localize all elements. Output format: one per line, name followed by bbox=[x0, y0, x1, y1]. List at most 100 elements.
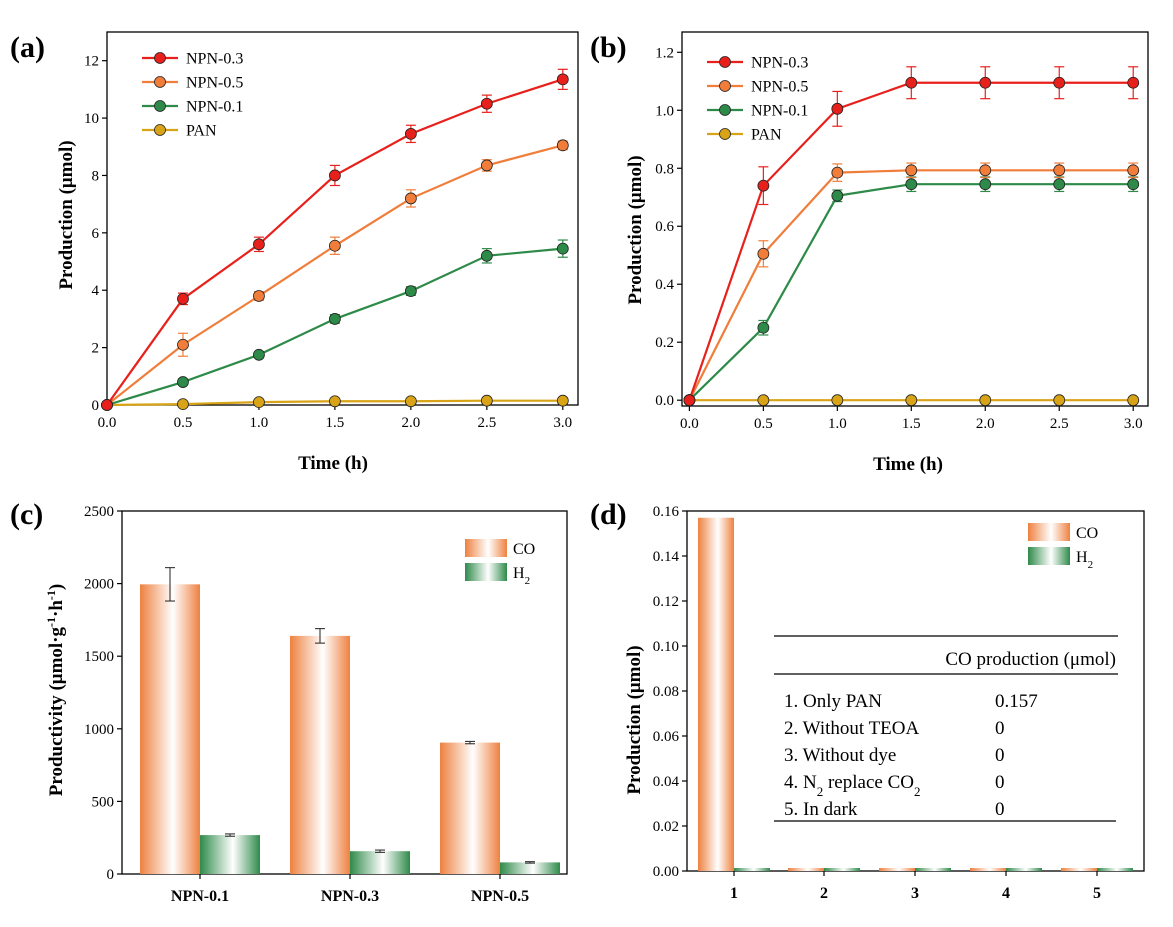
panel-b-legend-label: NPN-0.5 bbox=[751, 79, 808, 96]
panel-a-legend-marker bbox=[154, 76, 166, 88]
panel-b-point bbox=[831, 189, 844, 202]
panel-a-xtick-label: 1.0 bbox=[250, 415, 269, 431]
panel-b-point bbox=[683, 394, 696, 407]
panel-c-category-label: NPN-0.5 bbox=[471, 888, 529, 905]
panel-c-label: (c) bbox=[10, 498, 43, 531]
panel-b-point bbox=[905, 76, 918, 89]
panel-b-legend-marker bbox=[719, 80, 731, 92]
panel-d-category-label: 1 bbox=[730, 885, 738, 902]
panel-a-point bbox=[404, 285, 417, 297]
panel-d-legend-swatch bbox=[1028, 523, 1070, 541]
panel-b-point bbox=[1053, 394, 1066, 407]
panel-b-xtick-label: 1.5 bbox=[902, 416, 921, 432]
table-row-value: 0 bbox=[995, 718, 1005, 739]
panel-b-point bbox=[979, 76, 992, 89]
panel-a-point bbox=[329, 395, 341, 408]
panel-d-legend-swatch bbox=[1028, 547, 1070, 565]
panel-c-ytick-label: 1500 bbox=[84, 649, 114, 665]
panel-a-point bbox=[253, 396, 265, 409]
panel-a-point bbox=[329, 239, 341, 252]
panel-b-label: (b) bbox=[590, 31, 627, 64]
panel-c-legend-swatch bbox=[465, 563, 507, 581]
panel-a-legend-label: NPN-0.5 bbox=[186, 75, 243, 92]
panel-d-label: (d) bbox=[590, 498, 627, 531]
panel-d-ytick-label: 0.02 bbox=[653, 819, 679, 835]
panel-d-ytick-label: 0.06 bbox=[653, 729, 680, 745]
panel-b-ytick-label: 0.6 bbox=[655, 219, 674, 235]
panel-a-xtick-label: 2.5 bbox=[477, 415, 496, 431]
panel-d-ytick-label: 0.08 bbox=[653, 684, 679, 700]
panel-c-bar-co bbox=[440, 742, 500, 874]
panel-c-bar-co bbox=[140, 584, 200, 874]
panel-a-point bbox=[556, 73, 569, 86]
table-row-value: 0.157 bbox=[995, 691, 1038, 712]
panel-b-point bbox=[757, 179, 770, 192]
panel-b-point bbox=[905, 164, 918, 177]
panel-a-legend-label: PAN bbox=[186, 123, 217, 140]
panel-c-ylabel: Productivity (μmol·g-1·h-1) bbox=[44, 584, 67, 797]
panel-a-point bbox=[556, 242, 569, 255]
panel-b-point bbox=[905, 394, 918, 407]
panel-c-ytick-label: 500 bbox=[92, 794, 115, 810]
panel-a-point bbox=[177, 376, 189, 388]
panel-c-ytick-label: 1000 bbox=[84, 722, 114, 738]
panel-b-xtick-label: 2.0 bbox=[976, 416, 995, 432]
panel-b-xtick-label: 0.5 bbox=[754, 416, 773, 432]
panel-a: (a) Production (μmol) Time (h) 0 2 4 6 8 10 12… bbox=[10, 31, 579, 474]
panel-b-point bbox=[1127, 394, 1140, 407]
panel-a-point bbox=[329, 313, 341, 325]
panel-b-point bbox=[1053, 164, 1066, 177]
panel-b-xtick-label: 2.5 bbox=[1050, 416, 1069, 432]
panel-b-legend-marker bbox=[719, 128, 731, 140]
panel-a-xtick-label: 3.0 bbox=[553, 415, 572, 431]
panel-b-point bbox=[1127, 76, 1140, 89]
panel-a-legend-label: NPN-0.1 bbox=[186, 99, 243, 116]
panel-b-legend-marker bbox=[719, 104, 731, 116]
panel-a-point bbox=[404, 192, 417, 205]
panel-d-category-label: 5 bbox=[1093, 885, 1101, 902]
table-row-value: 0 bbox=[995, 772, 1005, 793]
panel-b-point bbox=[831, 102, 844, 115]
panel-d-bar-h2 bbox=[1006, 868, 1042, 871]
panel-c-ytick-label: 2500 bbox=[84, 504, 114, 520]
panel-a-label: (a) bbox=[10, 31, 45, 64]
panel-c-ytick-label: 2000 bbox=[84, 577, 114, 593]
panel-d-ylabel: Production (μmol) bbox=[624, 645, 645, 794]
panel-a-ytick-label: 2 bbox=[92, 341, 100, 357]
panel-c-bar-co bbox=[290, 635, 350, 874]
panel-b-xtick-label: 3.0 bbox=[1124, 416, 1143, 432]
panel-b-point bbox=[757, 247, 770, 260]
panel-d-category-label: 4 bbox=[1002, 885, 1010, 902]
panel-b-point bbox=[979, 394, 992, 407]
panel-b-ytick-label: 0.4 bbox=[655, 277, 674, 293]
panel-a-point bbox=[480, 394, 493, 407]
table-row-label: 5. In dark bbox=[784, 799, 858, 820]
panel-a-point bbox=[253, 238, 265, 251]
panel-d-ytick-label: 0.00 bbox=[653, 864, 679, 880]
panel-d-bar-h2 bbox=[1097, 868, 1133, 871]
panel-c-bar-h2 bbox=[350, 851, 410, 874]
table-row-label: 4. N2 replace CO2 bbox=[784, 772, 920, 799]
panel-a-point bbox=[556, 394, 569, 407]
panel-c-category-label: NPN-0.1 bbox=[171, 888, 229, 905]
panel-d-bar-co bbox=[970, 868, 1006, 871]
panel-a-legend-marker bbox=[154, 52, 166, 64]
panel-b-ytick-label: 0.0 bbox=[655, 393, 674, 409]
table-row-label: 2. Without TEOA bbox=[784, 718, 920, 739]
panel-b-point bbox=[1127, 178, 1140, 191]
table-row-value: 0 bbox=[995, 745, 1005, 766]
panel-a-ylabel: Production (μmol) bbox=[56, 140, 77, 289]
panel-d-ytick-label: 0.04 bbox=[653, 774, 680, 790]
panel-a-point bbox=[177, 338, 189, 351]
panel-a-point bbox=[177, 292, 189, 305]
table-row-label: 3. Without dye bbox=[784, 745, 896, 766]
panel-b-ytick-label: 0.2 bbox=[655, 335, 674, 351]
panel-a-series-line bbox=[106, 247, 563, 407]
panel-a-point bbox=[329, 169, 341, 182]
panel-a-xlabel: Time (h) bbox=[298, 453, 368, 474]
panel-c-bar-h2 bbox=[500, 862, 560, 874]
panel-d-bar-co bbox=[879, 868, 915, 871]
panel-a-ytick-label: 12 bbox=[84, 54, 99, 70]
panel-d: (d) Production (μmol) 0.00 0.02 0.04 0.06 0.… bbox=[590, 498, 1145, 902]
